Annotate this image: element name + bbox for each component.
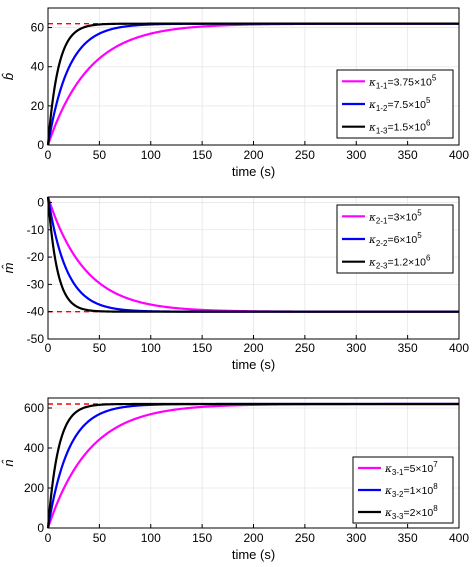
- y-tick-label: 20: [31, 99, 45, 113]
- x-tick-label: 200: [243, 148, 263, 162]
- chart-panel-3: 0 50 100 150 200 250 300 350 400 0 200 400 600 time (…: [1, 397, 469, 562]
- x-tick-label: 350: [398, 531, 418, 545]
- chart-panel-1: 0 50 100 150 200 250 300 350 400 0 20 40 60 time (s) b…: [1, 7, 469, 179]
- series-line-3: [46, 196, 459, 313]
- x-axis-label: time (s): [232, 164, 275, 179]
- x-tick-label: 150: [192, 148, 212, 162]
- x-tick-label: 100: [141, 531, 161, 545]
- x-tick-label: 50: [93, 148, 107, 162]
- x-tick-label: 50: [93, 531, 107, 545]
- y-tick-label: 40: [31, 60, 45, 74]
- x-tick-label: 250: [295, 531, 315, 545]
- legend-entry-2: κ3-2=1×108: [384, 482, 438, 499]
- x-tick-label: 300: [346, 531, 366, 545]
- x-tick-label: 250: [295, 341, 315, 355]
- legend-entry-1: κ3-1=5×107: [384, 460, 438, 477]
- x-tick-label: 350: [398, 341, 418, 355]
- x-tick-label: 300: [346, 148, 366, 162]
- x-tick-label: 0: [45, 531, 52, 545]
- legend-entry-2: κ2-2=6×105: [368, 231, 422, 248]
- series-line-3: [46, 22, 459, 146]
- legend: κ3-1=5×107 κ3-2=1×108 κ3-3=2×108: [352, 456, 454, 524]
- x-tick-label: 300: [346, 341, 366, 355]
- y-tick-label: 600: [24, 401, 44, 415]
- y-axis-label: n̂: [1, 459, 16, 467]
- x-tick-label: 150: [192, 341, 212, 355]
- y-axis-label: b̂: [1, 72, 16, 80]
- x-tick-label: 100: [141, 148, 161, 162]
- legend-entry-3: κ3-3=2×108: [384, 504, 438, 521]
- x-tick-label: 400: [449, 531, 469, 545]
- x-tick-label: 400: [449, 148, 469, 162]
- y-tick-label: -50: [27, 332, 45, 346]
- y-tick-label: 0: [37, 521, 44, 535]
- legend: κ2-1=3×105 κ2-2=6×105 κ2-3=1.2×106: [336, 204, 454, 274]
- x-tick-label: 0: [45, 341, 52, 355]
- legend-entry-2: κ1-2=7.5×105: [368, 96, 431, 113]
- y-axis-label: m̂: [1, 262, 16, 273]
- x-tick-label: 250: [295, 148, 315, 162]
- legend: κ1-1=3.75×105 κ1-2=7.5×105 κ1-3=1.5×106: [336, 69, 454, 139]
- legend-entry-1: κ1-1=3.75×105: [368, 73, 437, 90]
- y-tick-label: -40: [27, 305, 45, 319]
- x-tick-label: 50: [93, 341, 107, 355]
- x-tick-label: 0: [45, 148, 52, 162]
- legend-entry-3: κ1-3=1.5×106: [368, 119, 431, 136]
- y-tick-label: -30: [27, 277, 45, 291]
- y-tick-label: 0: [37, 195, 44, 209]
- legend-entry-1: κ2-1=3×105: [368, 208, 422, 225]
- y-tick-label: -10: [27, 223, 45, 237]
- y-tick-label: 60: [31, 21, 45, 35]
- y-tick-label: 0: [37, 138, 44, 152]
- x-tick-label: 350: [398, 148, 418, 162]
- y-tick-label: 400: [24, 441, 44, 455]
- x-axis-label: time (s): [232, 357, 275, 372]
- x-tick-label: 200: [243, 531, 263, 545]
- legend-entry-3: κ2-3=1.2×106: [368, 254, 431, 271]
- series-line-3: [46, 402, 459, 529]
- x-tick-label: 150: [192, 531, 212, 545]
- x-tick-label: 200: [243, 341, 263, 355]
- x-axis-label: time (s): [232, 547, 275, 562]
- x-tick-label: 100: [141, 341, 161, 355]
- x-tick-label: 400: [449, 341, 469, 355]
- y-tick-label: -20: [27, 250, 45, 264]
- chart-panel-2: 0 50 100 150 200 250 300 350 400 0 -10 -20 -30 -40 -50…: [1, 195, 469, 372]
- y-tick-label: 200: [24, 481, 44, 495]
